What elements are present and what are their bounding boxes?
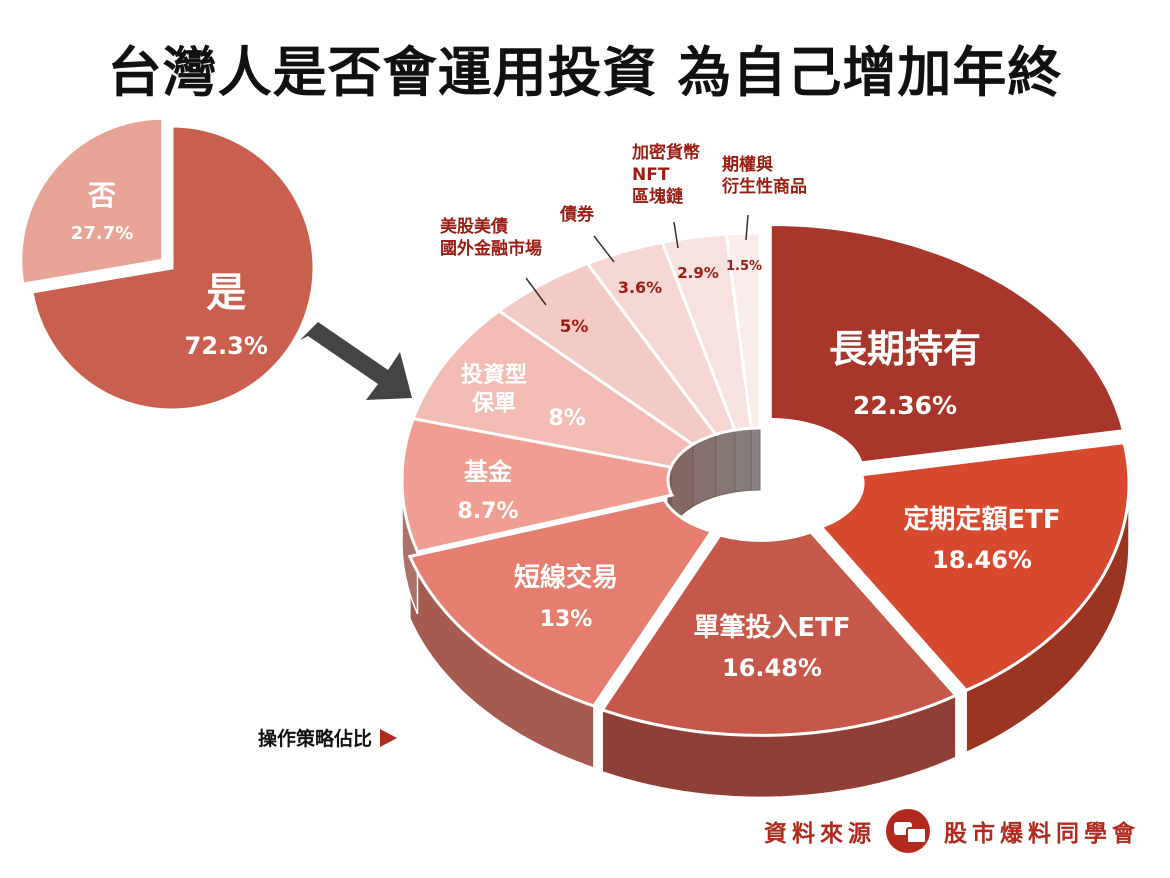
donut-slice-4 <box>407 497 714 708</box>
pie-slice-value-label: 27.7% <box>71 223 133 244</box>
donut-slice-value-label: 13% <box>540 607 593 632</box>
donut-slice-label: 加密貨幣 NFT 區塊鏈 <box>631 142 700 207</box>
donut-slice-label: 定期定額ETF <box>903 504 1060 535</box>
source-credit: 資料來源 股市爆料同學會 <box>764 808 1140 854</box>
donut-inner-wall <box>715 429 736 498</box>
donut-slice-label: 債券 <box>559 204 595 225</box>
leader-line <box>593 235 615 263</box>
pie-slice-label: 否 <box>88 179 116 212</box>
donut-slice-label: 短線交易 <box>514 562 618 593</box>
source-brand: 股市爆料同學會 <box>944 821 1140 847</box>
donut-slice-value-label: 8% <box>548 406 585 431</box>
donut-slice-label: 單筆投入ETF <box>693 613 850 643</box>
triangle-pointer-icon <box>380 729 398 747</box>
donut-inner-wall <box>734 427 752 493</box>
donut-slice-value-label: 5% <box>560 317 589 337</box>
leader-line <box>525 277 547 306</box>
donut-slice-value-label: 1.5% <box>726 259 762 274</box>
pie-slice-yes <box>30 124 316 412</box>
donut-inner-wall <box>750 427 761 491</box>
donut-slice-value-label: 16.48% <box>722 654 822 682</box>
donut-slice-value-label: 8.7% <box>457 499 518 524</box>
pie-slice-label: 是 <box>206 270 246 316</box>
donut-slice-value-label: 3.6% <box>618 278 662 297</box>
donut-slice-label: 長期持有 <box>829 327 981 371</box>
leader-line <box>745 214 749 241</box>
page-title: 台灣人是否會運用投資 為自己增加年終 <box>107 41 1063 104</box>
pie-slice-value-label: 72.3% <box>185 332 268 360</box>
donut-slice-label: 美股美債國外金融市場 <box>440 216 542 259</box>
pie-slice-no <box>19 116 165 286</box>
donut-slice-label: 期權與衍生性商品 <box>722 154 807 197</box>
donut-slice-label: 基金 <box>464 458 513 486</box>
caption-text: 操作策略佔比 <box>258 728 373 750</box>
donut-slice-3 <box>599 530 959 737</box>
chart-caption: 操作策略佔比 <box>258 724 398 751</box>
leader-line <box>673 221 679 249</box>
donut-slice-value-label: 22.36% <box>853 391 957 420</box>
donut-slice-value-label: 2.9% <box>677 264 719 282</box>
donut-slice-10 <box>724 231 762 430</box>
donut-slice-value-label: 18.46% <box>932 546 1032 574</box>
right-arrow-icon <box>300 322 412 400</box>
chat-bubbles-icon <box>886 809 930 853</box>
donut-slice-2 <box>818 440 1131 693</box>
donut-slice-label: 投資型保單 <box>461 362 527 417</box>
source-label: 資料來源 <box>764 821 876 847</box>
donut-slice-1 <box>768 222 1126 465</box>
donut-inner-wall <box>692 433 717 508</box>
